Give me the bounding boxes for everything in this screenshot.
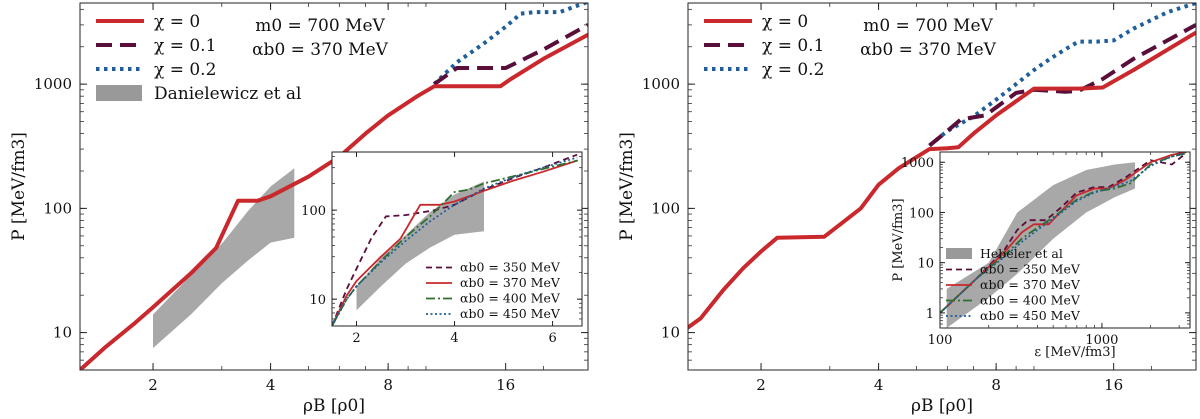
- annotation: αb0 = 370 MeV: [860, 40, 997, 60]
- inset-y-axis-label: P [MeV/fm3]: [891, 198, 906, 281]
- inset-series-inset400: [940, 152, 1187, 314]
- annotation: m0 = 700 MeV: [863, 16, 993, 36]
- inset-series-inset370: [332, 159, 578, 326]
- x-tick-label: 2: [352, 331, 360, 346]
- x-tick-label: 2: [148, 376, 158, 394]
- x-tick-label: 4: [450, 331, 458, 346]
- x-tick-label: 1000: [1085, 333, 1118, 348]
- y-tick-label: 10: [309, 293, 326, 308]
- series-chi0: [688, 30, 1196, 330]
- y-tick-label: 1: [926, 307, 934, 322]
- inset-legend-label: αb0 = 370 MeV: [460, 275, 561, 290]
- legend-label: χ = 0: [762, 12, 808, 32]
- inset-legend-label: αb0 = 350 MeV: [980, 262, 1081, 277]
- legend-label: χ = 0.1: [762, 36, 824, 56]
- x-tick-label: 2: [756, 376, 766, 394]
- x-tick-label: 16: [1104, 376, 1123, 394]
- series-chi02: [432, 3, 588, 86]
- y-tick-label: 1000: [34, 75, 72, 93]
- x-tick-label: 4: [266, 376, 276, 394]
- legend-label: Danielewicz et al: [154, 84, 301, 104]
- plot-area: [688, 3, 1196, 330]
- inset-plot-area: [332, 153, 578, 326]
- inset-frame: [939, 151, 1191, 329]
- legend-swatch-band: [96, 85, 142, 101]
- y-tick-label: 1000: [642, 75, 680, 93]
- y-tick-label: 1000: [901, 156, 934, 171]
- plot-frame: [687, 2, 1197, 371]
- annotation: αb0 = 370 MeV: [252, 40, 389, 60]
- inset-series-inset400: [332, 159, 578, 326]
- inset-legend-label: αb0 = 400 MeV: [980, 293, 1081, 308]
- inset-legend-label: αb0 = 450 MeV: [980, 308, 1081, 323]
- inset-legend-label: Hebeler et al: [980, 246, 1063, 261]
- x-tick-label: 8: [383, 376, 393, 394]
- y-axis-label: P [MeV/fm3]: [9, 132, 29, 241]
- danielewicz-band: [153, 168, 295, 349]
- y-tick-label: 100: [909, 206, 934, 221]
- legend-label: χ = 0.2: [154, 60, 216, 80]
- plot-frame: [79, 2, 589, 371]
- x-tick-label: 100: [928, 333, 953, 348]
- inset-band: [946, 162, 1135, 328]
- legend-label: χ = 0.2: [762, 60, 824, 80]
- inset-legend-label: αb0 = 370 MeV: [980, 277, 1081, 292]
- y-tick-label: 10: [661, 324, 680, 342]
- inset-legend-label: αb0 = 450 MeV: [460, 306, 561, 321]
- x-tick-label: 4: [874, 376, 884, 394]
- inset-legend-label: αb0 = 350 MeV: [460, 260, 561, 275]
- x-tick-label: 16: [496, 376, 515, 394]
- inset-series-inset350: [940, 152, 1187, 314]
- panel-left: 2 4 8 16 10 100 1000 ρB [ρ0] P [MeV/fm3] χ = 0 χ =…: [9, 2, 589, 416]
- y-axis-label: P [MeV/fm3]: [617, 132, 637, 241]
- inset-series-inset450: [940, 152, 1187, 314]
- y-tick-label: 100: [301, 204, 326, 219]
- inset-x-axis-label: ε [MeV/fm3]: [1034, 345, 1115, 360]
- y-tick-label: 10: [53, 324, 72, 342]
- inset-series-inset370: [940, 152, 1187, 314]
- inset-series-inset450: [332, 156, 578, 326]
- y-tick-label: 100: [651, 199, 680, 217]
- x-axis-label: ρB [ρ0]: [911, 396, 973, 416]
- x-axis-label: ρB [ρ0]: [303, 396, 365, 416]
- inset-plot-area: [940, 152, 1187, 328]
- inset-frame: [331, 151, 583, 327]
- inset-band: [356, 181, 484, 311]
- series-chi01: [433, 23, 588, 86]
- annotation: m0 = 700 MeV: [255, 16, 385, 36]
- inset-legend-swatch-band: [946, 248, 972, 259]
- x-tick-label: 6: [548, 331, 556, 346]
- legend-label: χ = 0: [154, 12, 200, 32]
- y-tick-label: 100: [43, 199, 72, 217]
- panel-right: 2 4 8 16 10 100 1000 ρB [ρ0] P [MeV/fm3] χ = 0 χ =…: [617, 2, 1197, 416]
- x-tick-label: 8: [991, 376, 1001, 394]
- inset-legend-label: αb0 = 400 MeV: [460, 291, 561, 306]
- y-tick-label: 10: [917, 257, 934, 272]
- legend-label: χ = 0.1: [154, 36, 216, 56]
- series-chi02: [928, 3, 1196, 148]
- inset-background: [332, 152, 582, 326]
